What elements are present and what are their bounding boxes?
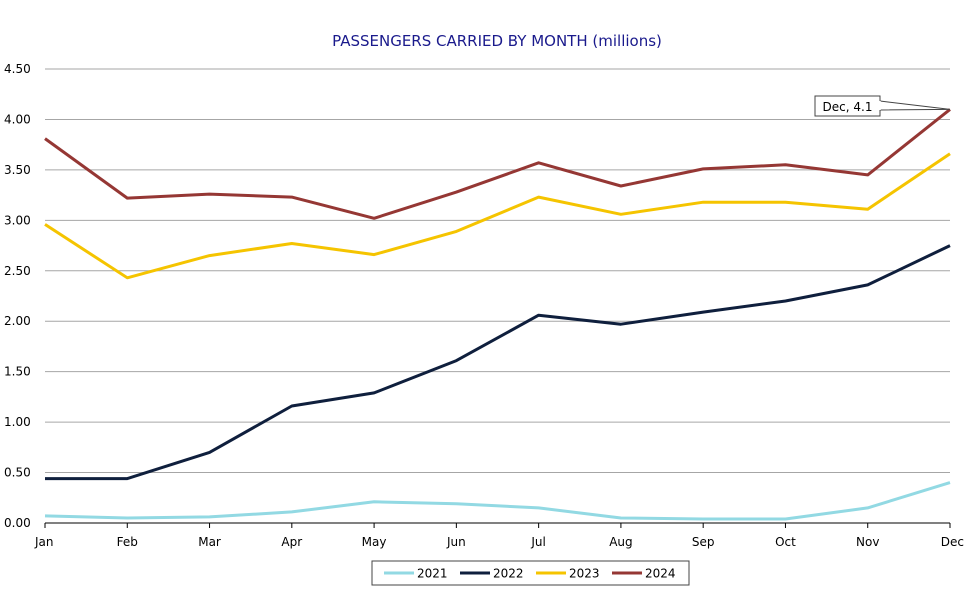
y-tick-label: 4.00 <box>4 112 31 126</box>
series-line-2021[interactable] <box>44 481 951 521</box>
y-tick-label: 2.00 <box>4 314 31 328</box>
x-tick-label: Sep <box>692 535 715 549</box>
x-tick-label: Mar <box>198 535 221 549</box>
callout-label: Dec, 4.1 <box>823 100 873 114</box>
legend-label-2021[interactable]: 2021 <box>417 567 448 581</box>
y-tick-label: 3.00 <box>4 213 31 227</box>
series-line-2024[interactable] <box>44 108 951 220</box>
x-tick-label: May <box>362 535 387 549</box>
x-tick-label: Oct <box>775 535 796 549</box>
data-callout: Dec, 4.1 <box>814 95 951 117</box>
y-tick-label: 2.50 <box>4 264 31 278</box>
chart-title: PASSENGERS CARRIED BY MONTH (millions) <box>332 32 662 50</box>
legend-label-2023[interactable]: 2023 <box>569 567 600 581</box>
series-lines <box>44 108 951 521</box>
y-tick-label: 4.50 <box>4 62 31 76</box>
x-tick-label: Jul <box>530 535 545 549</box>
series-line-2023[interactable] <box>44 152 951 280</box>
legend-label-2022[interactable]: 2022 <box>493 567 524 581</box>
legend[interactable]: 2021 2022 2023 2024 <box>371 560 690 586</box>
y-tick-label: 0.50 <box>4 466 31 480</box>
callout-pointer <box>879 100 951 111</box>
x-tick-label: Aug <box>609 535 632 549</box>
x-tick-label: Apr <box>281 535 302 549</box>
y-tick-label: 0.00 <box>4 516 31 530</box>
series-line-2022[interactable] <box>45 244 951 481</box>
legend-label-2024[interactable]: 2024 <box>645 567 676 581</box>
y-tick-label: 1.00 <box>4 415 31 429</box>
x-tick-label: Jan <box>34 535 54 549</box>
grid <box>45 68 950 474</box>
x-tick-label: Nov <box>856 535 879 549</box>
x-tick-label: Feb <box>117 535 138 549</box>
y-tick-label: 3.50 <box>4 163 31 177</box>
x-tick-label: Dec <box>941 535 964 549</box>
x-tick-label: Jun <box>446 535 466 549</box>
y-tick-label: 1.50 <box>4 365 31 379</box>
axes: 0.00 0.50 1.00 1.50 2.00 2.50 3.00 3.50 4.00 4.50… <box>4 62 964 549</box>
